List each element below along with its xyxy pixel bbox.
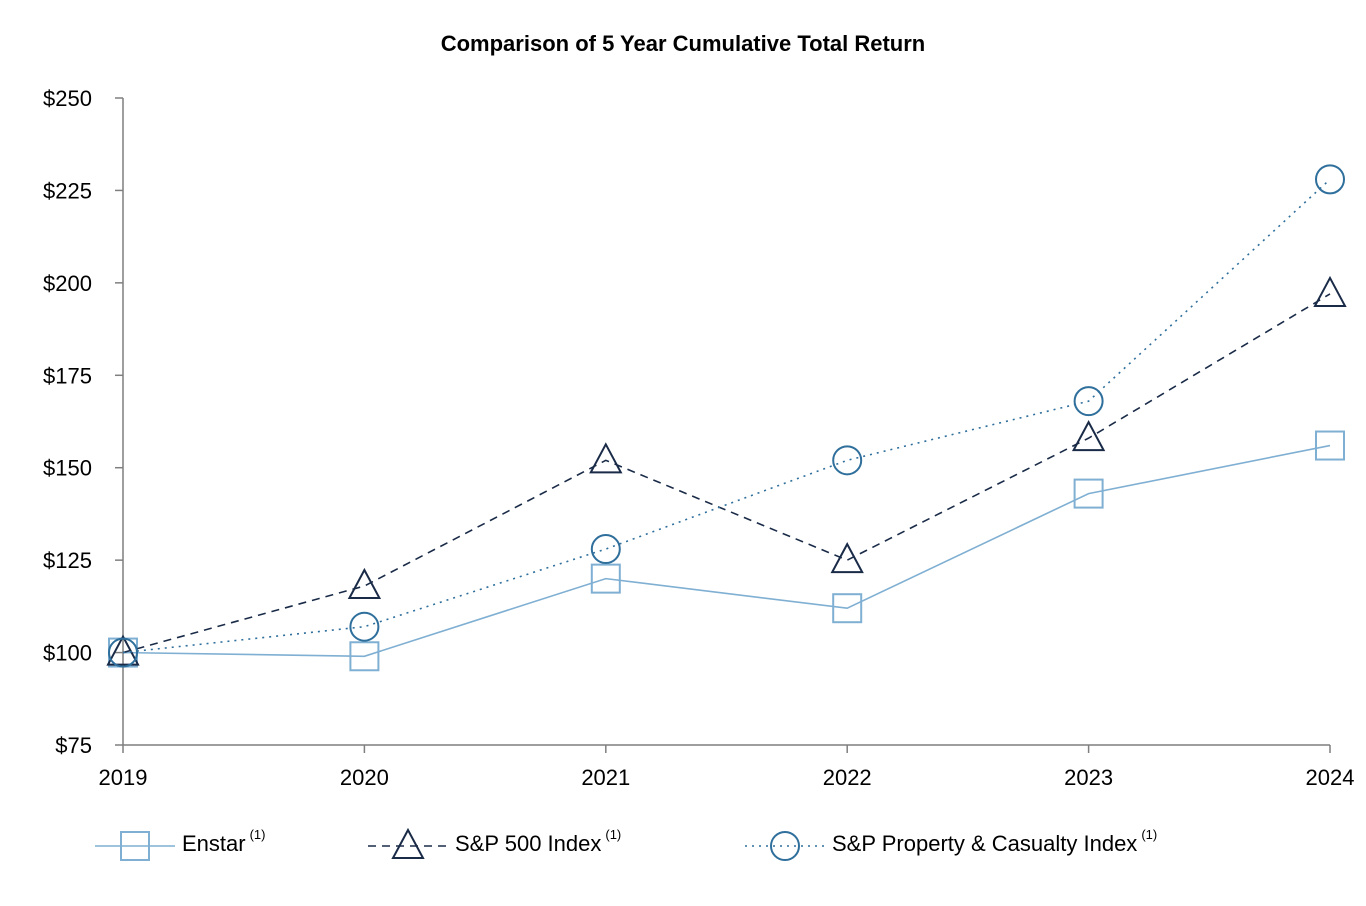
y-tick-label: $125 xyxy=(43,548,92,573)
data-point-s-p-property-casualty-index xyxy=(590,534,621,565)
series-enstar xyxy=(108,430,1345,672)
data-point-enstar xyxy=(1073,478,1104,509)
legend-footnote: (1) xyxy=(1141,827,1158,842)
data-point-s-p-500-index xyxy=(106,634,140,666)
legend-label: S&P Property & Casualty Index (1) xyxy=(832,827,1157,857)
x-tick-label: 2019 xyxy=(99,765,148,790)
legend-footnote: (1) xyxy=(249,827,266,842)
series-s-p-property-casualty-index xyxy=(108,164,1345,668)
y-tick-label: $175 xyxy=(43,363,92,388)
legend-swatch-enstar xyxy=(95,831,175,861)
legend-series-name: S&P Property & Casualty Index xyxy=(832,831,1138,856)
axes: $75 $100 $125 $150 $175 $200 $225 $250 2019 2020 2… xyxy=(43,86,1354,790)
series-line-enstar xyxy=(122,444,1331,658)
x-tick-label: 2023 xyxy=(1064,765,1113,790)
data-point-s-p-property-casualty-index xyxy=(349,611,380,642)
legend-marker-triangle xyxy=(391,828,425,859)
data-point-enstar xyxy=(832,593,863,624)
data-point-enstar xyxy=(590,563,621,594)
legend-marker-circle xyxy=(770,831,800,861)
y-tick-label: $150 xyxy=(43,456,92,481)
y-tick-label: $100 xyxy=(43,641,92,666)
data-point-s-p-property-casualty-index xyxy=(832,445,863,476)
series-line-s-p-500-index xyxy=(122,293,1331,654)
series-s-p-500-index xyxy=(106,275,1347,666)
series-line-s-p-property-casualty-index xyxy=(122,178,1331,654)
data-point-s-p-500-index xyxy=(830,542,864,574)
x-tick-label: 2024 xyxy=(1306,765,1355,790)
data-point-s-p-500-index xyxy=(1313,275,1347,307)
data-point-s-p-500-index xyxy=(589,442,623,474)
legend-series-name: Enstar xyxy=(182,831,246,856)
data-point-s-p-property-casualty-index xyxy=(108,637,138,668)
x-tick-label: 2020 xyxy=(340,765,389,790)
legend-label: S&P 500 Index (1) xyxy=(455,827,621,857)
data-point-enstar xyxy=(1315,430,1345,461)
y-tick-label: $200 xyxy=(43,271,92,296)
data-point-s-p-property-casualty-index xyxy=(1315,164,1345,195)
x-tick-label: 2021 xyxy=(581,765,630,790)
y-tick-label: $250 xyxy=(43,86,92,111)
legend-marker-square xyxy=(120,831,150,861)
y-tick-label: $225 xyxy=(43,178,92,203)
legend-swatch-s-p-500-index xyxy=(368,828,448,859)
data-point-s-p-500-index xyxy=(347,567,382,600)
data-point-enstar xyxy=(349,641,380,672)
data-point-s-p-500-index xyxy=(1071,420,1106,452)
legend-footnote: (1) xyxy=(605,827,622,842)
data-point-s-p-property-casualty-index xyxy=(1073,386,1104,417)
legend-label: Enstar (1) xyxy=(182,827,265,857)
chart-title: Comparison of 5 Year Cumulative Total Re… xyxy=(440,31,926,56)
series-layer xyxy=(106,164,1347,672)
y-tick-label: $75 xyxy=(55,733,92,758)
legend-swatch-s-p-property-casualty-index xyxy=(745,831,825,861)
legend-series-name: S&P 500 Index xyxy=(455,831,602,856)
x-tick-label: 2022 xyxy=(823,765,872,790)
